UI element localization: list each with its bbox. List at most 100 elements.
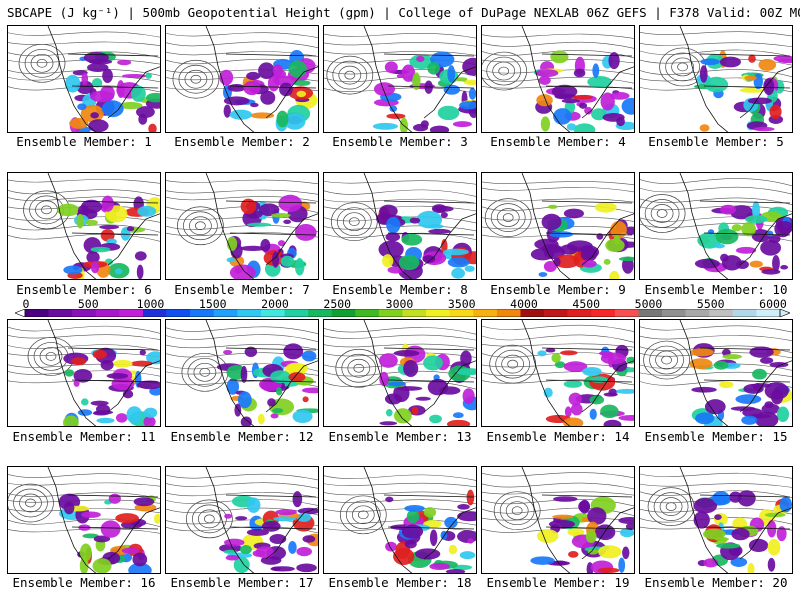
height-contour (8, 482, 160, 487)
height-contour (501, 354, 525, 374)
ensemble-member-label: Ensemble Member: 10 (644, 282, 788, 297)
cape-area (91, 78, 103, 88)
cape-area (90, 112, 100, 119)
cape-area (563, 361, 588, 372)
cape-area (223, 96, 250, 106)
height-contour (8, 51, 160, 58)
cape-area (292, 491, 303, 508)
height-contour (345, 500, 381, 530)
page-title: SBCAPE (J kg⁻¹) | 500mb Geopotential Hei… (7, 5, 800, 20)
colorbar-frame (24, 309, 781, 317)
cape-area (451, 267, 465, 279)
cape-area (250, 102, 259, 108)
cape-area (81, 72, 89, 86)
cape-area (76, 213, 84, 229)
cape-height-map (166, 320, 318, 426)
cape-area (618, 557, 626, 573)
cape-area (378, 353, 398, 368)
height-contour (166, 482, 318, 489)
cape-height-map (166, 467, 318, 573)
height-contour (640, 31, 792, 37)
cape-area (600, 404, 619, 419)
coastline (47, 26, 160, 132)
coastlines (363, 26, 476, 132)
height-contour (482, 472, 634, 479)
cape-area (615, 388, 634, 394)
height-contour (324, 343, 476, 349)
colorbar-tick-label: 2500 (323, 297, 352, 311)
ensemble-member-label: Ensemble Member: 8 (332, 282, 468, 297)
height-contour (640, 371, 792, 378)
cape-area (468, 87, 476, 100)
cape-area (730, 557, 748, 567)
ensemble-member-label: Ensemble Member: 1 (16, 134, 152, 149)
cape-area (585, 530, 597, 543)
cape-area (382, 254, 394, 268)
cape-area (401, 233, 423, 246)
height-contour (8, 528, 160, 534)
cape-area (145, 72, 152, 79)
height-contour (166, 179, 318, 185)
height-contour (493, 491, 541, 531)
cape-area (543, 261, 557, 273)
height-contour (166, 334, 318, 343)
cape-area (437, 105, 460, 121)
cape-area (545, 348, 556, 353)
cape-area (751, 383, 772, 388)
cape-area (411, 406, 419, 415)
cape-area (90, 400, 109, 406)
height-contour (192, 504, 227, 534)
height-contour (183, 211, 218, 241)
height-contour (8, 334, 160, 340)
coastlines (47, 26, 160, 132)
cape-area (106, 373, 129, 379)
height-contour (640, 472, 792, 479)
cape-area (86, 251, 100, 264)
height-contour (324, 42, 476, 47)
cape-height-map (324, 173, 476, 279)
height-contour (193, 362, 217, 382)
cape-area (732, 517, 748, 530)
ensemble-member-label: Ensemble Member: 18 (328, 575, 472, 590)
ensemble-member-map (481, 25, 635, 133)
cape-area (603, 419, 622, 426)
cape-area (63, 265, 83, 275)
cape-shading (57, 195, 160, 279)
height-contour (19, 493, 42, 513)
height-contour (8, 344, 160, 351)
cape-area (580, 246, 598, 262)
height-contour (45, 352, 57, 361)
cape-area (258, 203, 280, 217)
cape-area (621, 97, 634, 115)
colorbar-segment (685, 309, 710, 317)
colorbar-segment (662, 309, 686, 317)
ensemble-member-map (7, 466, 161, 574)
cape-area (563, 417, 584, 426)
coastline (47, 173, 160, 279)
cape-area (600, 352, 626, 365)
ensemble-member-map (165, 25, 319, 133)
cape-area (117, 59, 132, 66)
height-contour (482, 343, 634, 348)
cape-area (753, 126, 775, 132)
cape-area (396, 386, 423, 391)
cape-area (126, 226, 135, 232)
cape-area (270, 566, 295, 572)
height-contour (640, 178, 792, 187)
ensemble-member-label: Ensemble Member: 14 (486, 429, 630, 444)
cape-area (96, 417, 115, 424)
cape-height-map (8, 26, 160, 132)
cape-shading (376, 204, 476, 279)
ensemble-member-label: Ensemble Member: 7 (174, 282, 310, 297)
cape-area (608, 388, 617, 397)
cape-area (385, 496, 394, 503)
cape-area (537, 350, 547, 357)
cape-area (578, 500, 590, 513)
ensemble-member-label: Ensemble Member: 5 (648, 134, 784, 149)
cape-area (547, 204, 558, 209)
cape-area (538, 272, 548, 277)
cape-area (130, 360, 153, 367)
colorbar-segment (426, 309, 450, 317)
cape-area (296, 90, 307, 98)
cape-area (301, 350, 317, 362)
